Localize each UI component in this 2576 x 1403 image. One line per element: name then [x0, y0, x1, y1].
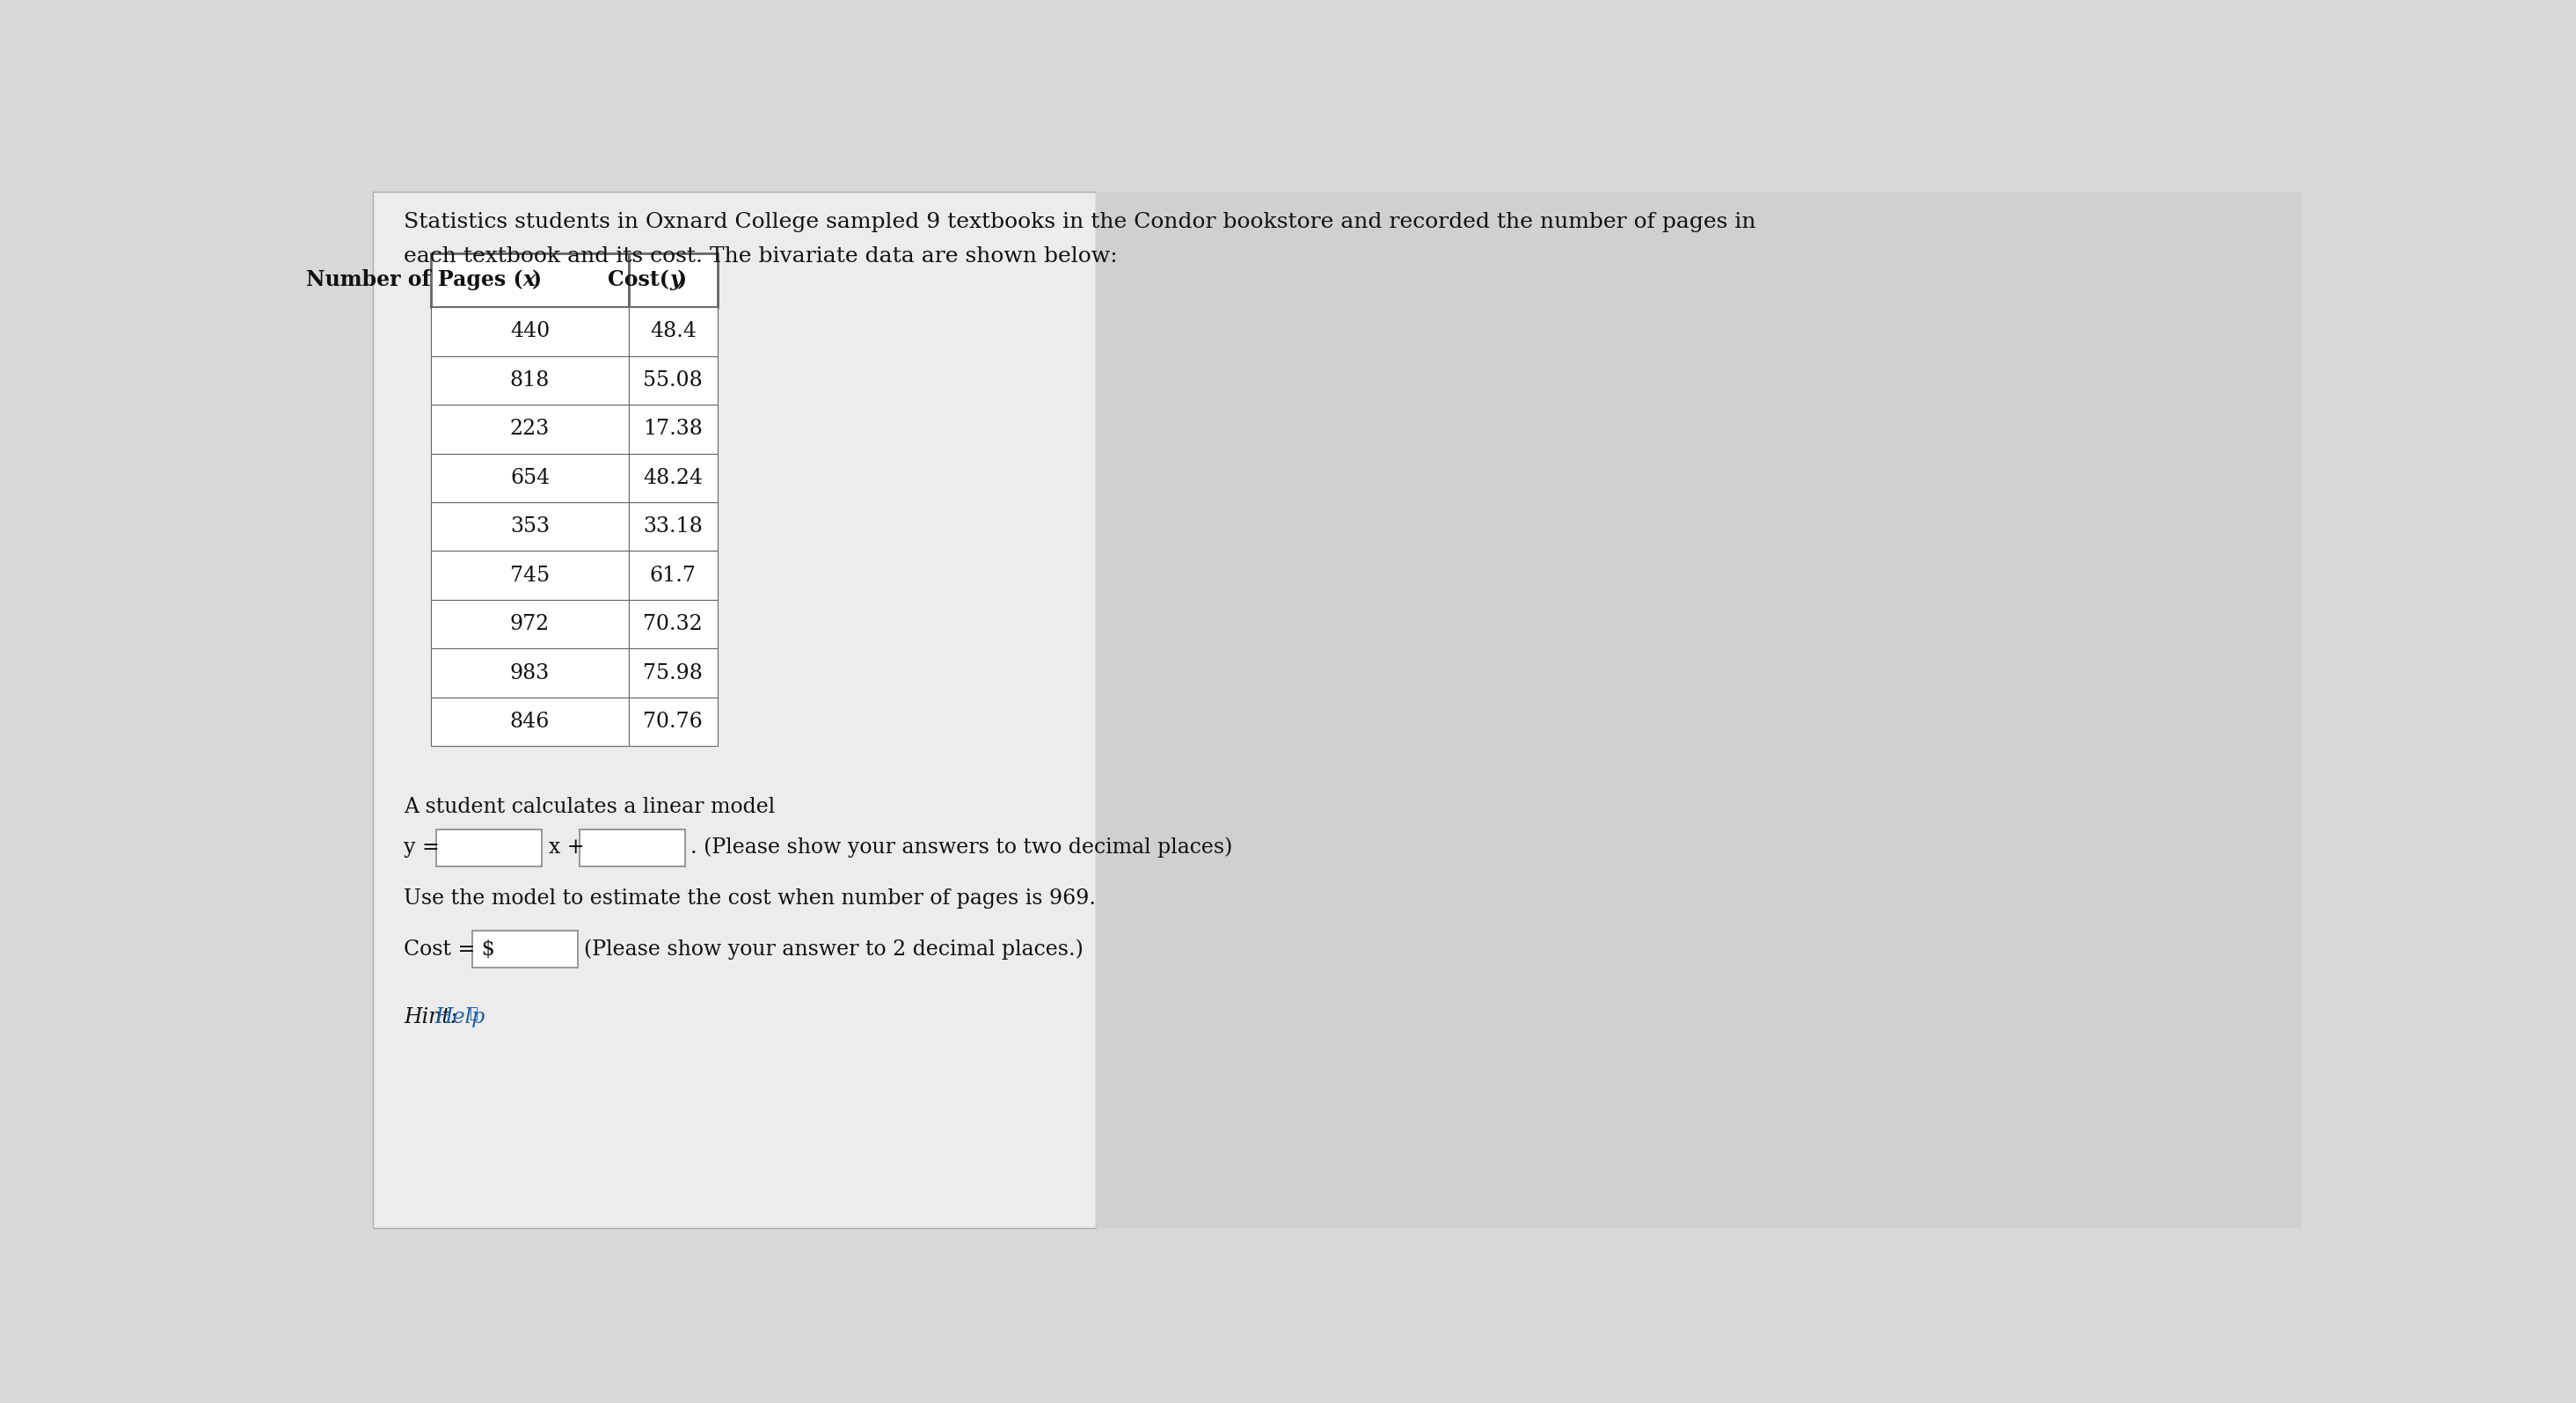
- Text: each textbook and its cost. The bivariate data are shown below:: each textbook and its cost. The bivariat…: [404, 247, 1118, 267]
- Text: 654: 654: [510, 467, 549, 488]
- Text: Number of Pages (: Number of Pages (: [307, 269, 523, 290]
- FancyBboxPatch shape: [430, 697, 629, 746]
- FancyBboxPatch shape: [430, 453, 629, 502]
- Text: 33.18: 33.18: [644, 516, 703, 537]
- Text: 48.24: 48.24: [644, 467, 703, 488]
- Text: y =: y =: [404, 838, 440, 857]
- Text: Cost(: Cost(: [608, 269, 670, 290]
- FancyBboxPatch shape: [374, 192, 1095, 1229]
- FancyBboxPatch shape: [629, 697, 716, 746]
- Text: Cost = $: Cost = $: [404, 939, 495, 960]
- FancyBboxPatch shape: [580, 829, 685, 867]
- FancyBboxPatch shape: [629, 648, 716, 697]
- Text: ⧉: ⧉: [469, 1006, 477, 1021]
- FancyBboxPatch shape: [1095, 192, 2300, 1229]
- FancyBboxPatch shape: [629, 307, 716, 356]
- Text: 70.32: 70.32: [644, 615, 703, 634]
- Text: 70.76: 70.76: [644, 711, 703, 732]
- FancyBboxPatch shape: [629, 356, 716, 404]
- Text: 745: 745: [510, 565, 549, 585]
- FancyBboxPatch shape: [629, 404, 716, 453]
- Text: 61.7: 61.7: [649, 565, 696, 585]
- Text: 972: 972: [510, 615, 549, 634]
- FancyBboxPatch shape: [435, 829, 541, 867]
- FancyBboxPatch shape: [430, 307, 629, 356]
- Text: . (Please show your answers to two decimal places): . (Please show your answers to two decim…: [690, 838, 1234, 859]
- Text: Help: Help: [435, 1007, 484, 1027]
- FancyBboxPatch shape: [629, 253, 716, 307]
- Text: y: y: [670, 269, 683, 290]
- Text: 55.08: 55.08: [644, 370, 703, 390]
- FancyBboxPatch shape: [430, 648, 629, 697]
- Text: 353: 353: [510, 516, 549, 537]
- FancyBboxPatch shape: [430, 600, 629, 648]
- FancyBboxPatch shape: [430, 253, 629, 307]
- Text: x +: x +: [549, 838, 585, 857]
- Text: 75.98: 75.98: [644, 662, 703, 683]
- FancyBboxPatch shape: [430, 404, 629, 453]
- FancyBboxPatch shape: [430, 551, 629, 600]
- FancyBboxPatch shape: [629, 502, 716, 551]
- Text: 223: 223: [510, 419, 549, 439]
- FancyBboxPatch shape: [430, 356, 629, 404]
- Text: (Please show your answer to 2 decimal places.): (Please show your answer to 2 decimal pl…: [585, 939, 1084, 960]
- Text: 48.4: 48.4: [649, 321, 696, 342]
- Text: 846: 846: [510, 711, 549, 732]
- Text: Use the model to estimate the cost when number of pages is 969.: Use the model to estimate the cost when …: [404, 888, 1095, 909]
- Text: 818: 818: [510, 370, 549, 390]
- Text: Hint:: Hint:: [404, 1007, 464, 1027]
- Text: 17.38: 17.38: [644, 419, 703, 439]
- Text: 440: 440: [510, 321, 549, 342]
- FancyBboxPatch shape: [430, 502, 629, 551]
- FancyBboxPatch shape: [629, 551, 716, 600]
- FancyBboxPatch shape: [471, 930, 577, 968]
- Text: A student calculates a linear model: A student calculates a linear model: [404, 797, 775, 817]
- FancyBboxPatch shape: [629, 600, 716, 648]
- FancyBboxPatch shape: [629, 453, 716, 502]
- Text: Statistics students in Oxnard College sampled 9 textbooks in the Condor bookstor: Statistics students in Oxnard College sa…: [404, 212, 1757, 233]
- Text: x: x: [523, 269, 536, 290]
- Text: 983: 983: [510, 662, 549, 683]
- Text: ): ): [531, 269, 541, 290]
- Text: ): ): [677, 269, 688, 290]
